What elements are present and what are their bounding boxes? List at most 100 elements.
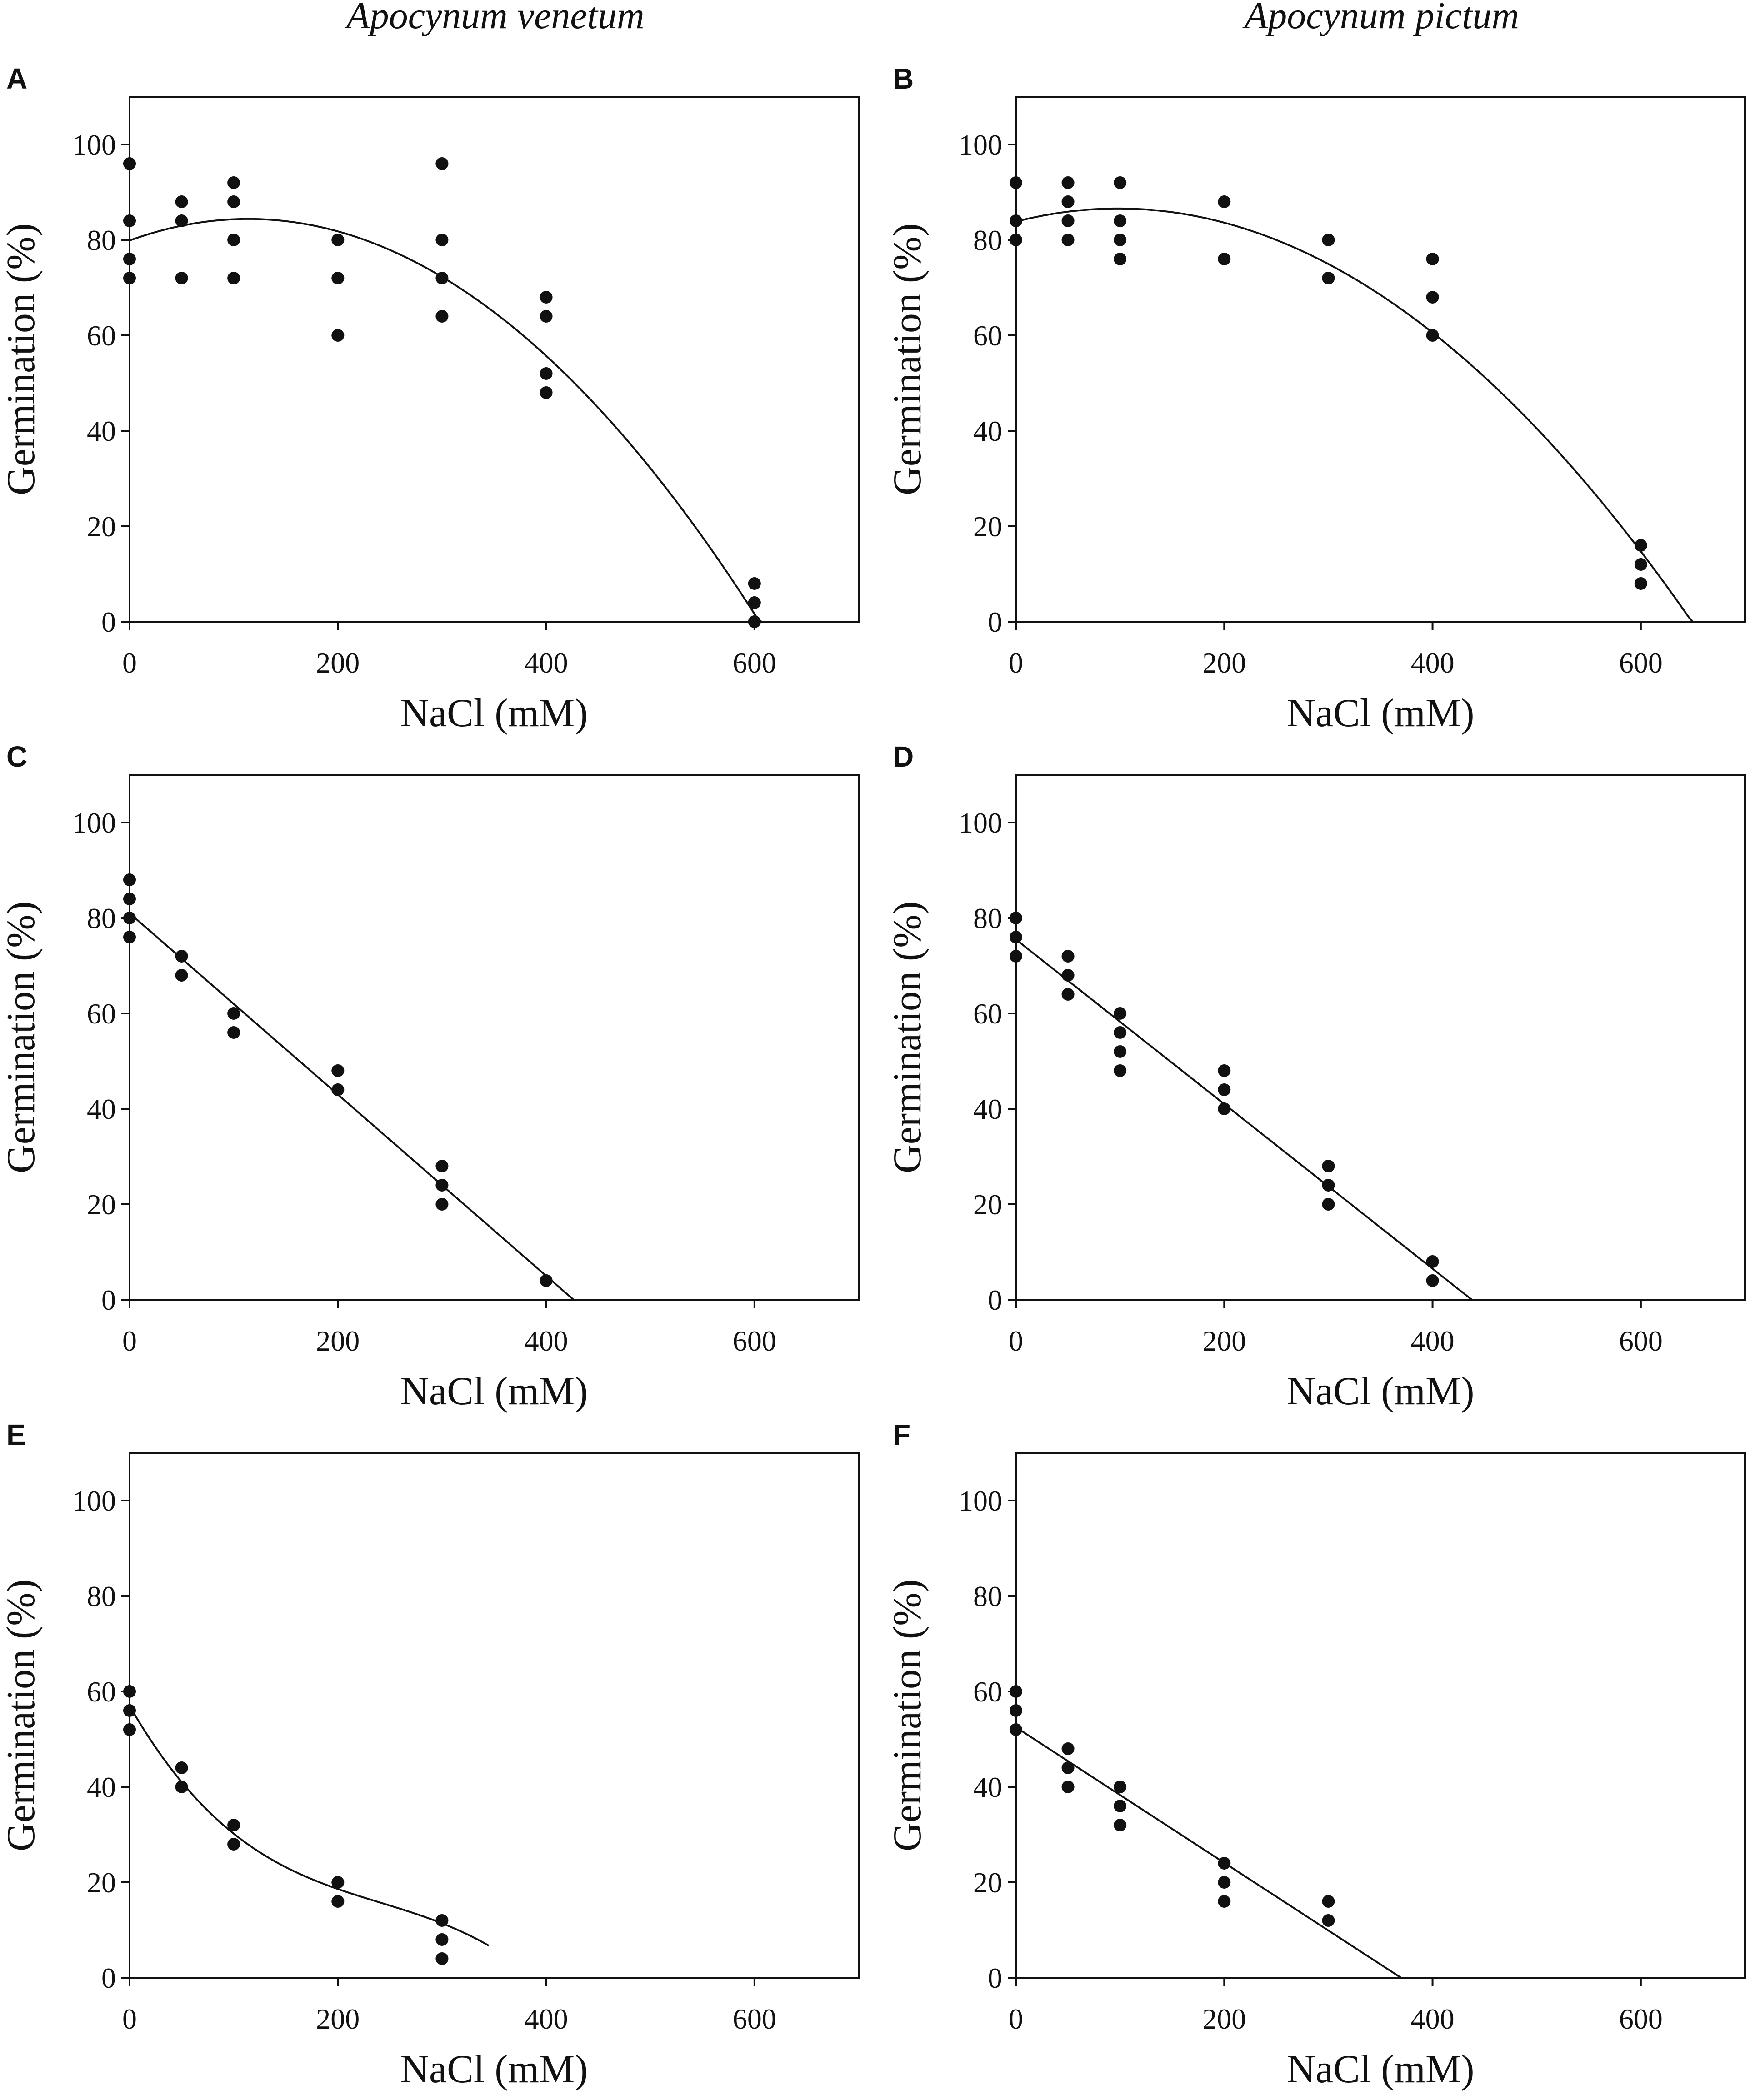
x-tick-label: 400 [525, 647, 568, 679]
data-point [540, 367, 553, 380]
data-point [227, 1838, 240, 1851]
y-tick-label: 0 [101, 606, 116, 638]
y-tick-label: 20 [87, 1188, 116, 1221]
data-point [1061, 988, 1075, 1001]
y-tick-label: 20 [973, 510, 1002, 543]
data-point [540, 386, 553, 399]
data-point [123, 253, 136, 265]
data-point [227, 272, 240, 284]
data-point [1114, 234, 1127, 246]
y-tick-label: 40 [87, 1093, 116, 1125]
data-point [1426, 1274, 1439, 1287]
data-point [227, 176, 240, 189]
x-tick-label: 400 [525, 2003, 568, 2035]
data-point [1114, 1781, 1127, 1793]
x-tick-label: 200 [1202, 2003, 1246, 2035]
x-axis-label: NaCl (mM) [400, 1369, 588, 1413]
plot-frame [129, 96, 860, 623]
y-tick-label: 0 [101, 1284, 116, 1316]
x-tick-label: 200 [1202, 1325, 1246, 1357]
y-tick-label: 100 [959, 1485, 1002, 1517]
data-point [1322, 1160, 1335, 1172]
y-tick-label: 0 [988, 606, 1002, 638]
data-point [1218, 1083, 1231, 1096]
data-point [1218, 195, 1231, 208]
data-point [1218, 1895, 1231, 1908]
data-point [331, 272, 345, 284]
x-axis-label: NaCl (mM) [1286, 2047, 1474, 2091]
data-point [175, 1761, 188, 1774]
y-tick-label: 60 [973, 319, 1002, 352]
x-tick-label: 400 [525, 1325, 568, 1357]
fit-curve [1015, 938, 1473, 1301]
panel-letter: E [6, 1418, 26, 1451]
data-point [1061, 214, 1075, 227]
x-tick-label: 0 [1009, 1325, 1023, 1357]
data-point [123, 1704, 136, 1717]
data-point [435, 1179, 449, 1192]
data-point [1218, 1876, 1231, 1889]
x-axis-label: NaCl (mM) [400, 691, 588, 735]
y-tick-label: 100 [72, 807, 116, 839]
data-point [1114, 1064, 1127, 1077]
data-point [123, 912, 136, 924]
y-axis-label: Germination (%) [885, 901, 930, 1173]
panel-a: A 0 20 40 60 80 100 0 200 400 600 NaCl (mM) Germinat… [0, 62, 860, 735]
data-point [1114, 214, 1127, 227]
x-tick-label: 600 [733, 647, 776, 679]
y-tick-label: 20 [973, 1866, 1002, 1899]
data-point [1010, 214, 1022, 227]
data-point [1322, 1179, 1335, 1192]
panel-letter: B [893, 62, 914, 95]
y-tick-label: 100 [959, 807, 1002, 839]
data-point [175, 969, 188, 982]
data-point [1010, 234, 1022, 246]
fit-curve [129, 912, 574, 1300]
x-tick-label: 400 [1411, 1325, 1455, 1357]
panel-d: D 0 20 40 60 80 100 0 200 400 600 NaCl (mM) Germinat… [885, 740, 1746, 1413]
data-point [175, 214, 188, 227]
x-tick-label: 400 [1411, 647, 1455, 679]
x-tick-label: 600 [733, 2003, 776, 2035]
plot-frame [129, 1452, 860, 1979]
data-point [1114, 253, 1127, 265]
data-point [540, 1274, 553, 1287]
data-point [227, 195, 240, 208]
data-point [1634, 577, 1647, 590]
y-tick-label: 20 [87, 510, 116, 543]
panel-letter: A [6, 62, 27, 95]
data-point [1426, 329, 1439, 342]
y-tick-label: 60 [87, 1676, 116, 1708]
data-point [123, 873, 136, 886]
x-tick-label: 200 [316, 2003, 360, 2035]
x-tick-label: 400 [1411, 2003, 1455, 2035]
y-axis-label: Germination (%) [885, 1579, 930, 1851]
x-tick-label: 0 [1009, 647, 1023, 679]
panel-letter: F [893, 1418, 910, 1451]
data-point [1010, 931, 1022, 943]
data-point [435, 1952, 449, 1965]
data-point [175, 272, 188, 284]
data-point [435, 1198, 449, 1211]
x-axis-label: NaCl (mM) [1286, 691, 1474, 735]
y-tick-label: 80 [973, 1580, 1002, 1612]
column-title-venetum: Apocynum venetum [344, 0, 644, 37]
plot-frame [1015, 96, 1746, 623]
panel-f: F 0 20 40 60 80 100 0 200 400 600 NaCl (mM) Germinat… [885, 1418, 1746, 2091]
fit-curve [129, 1705, 490, 1947]
data-point [1322, 1914, 1335, 1927]
y-axis-label: Germination (%) [885, 223, 930, 495]
x-tick-label: 600 [733, 1325, 776, 1357]
data-point [1114, 1026, 1127, 1039]
x-tick-label: 600 [1619, 647, 1663, 679]
data-point [331, 1895, 345, 1908]
fit-curve [1015, 1726, 1402, 1979]
data-point [331, 1083, 345, 1096]
y-tick-label: 80 [973, 902, 1002, 934]
data-point [435, 157, 449, 170]
y-tick-label: 60 [87, 998, 116, 1030]
y-axis-label: Germination (%) [0, 1579, 43, 1851]
x-tick-label: 0 [122, 2003, 137, 2035]
